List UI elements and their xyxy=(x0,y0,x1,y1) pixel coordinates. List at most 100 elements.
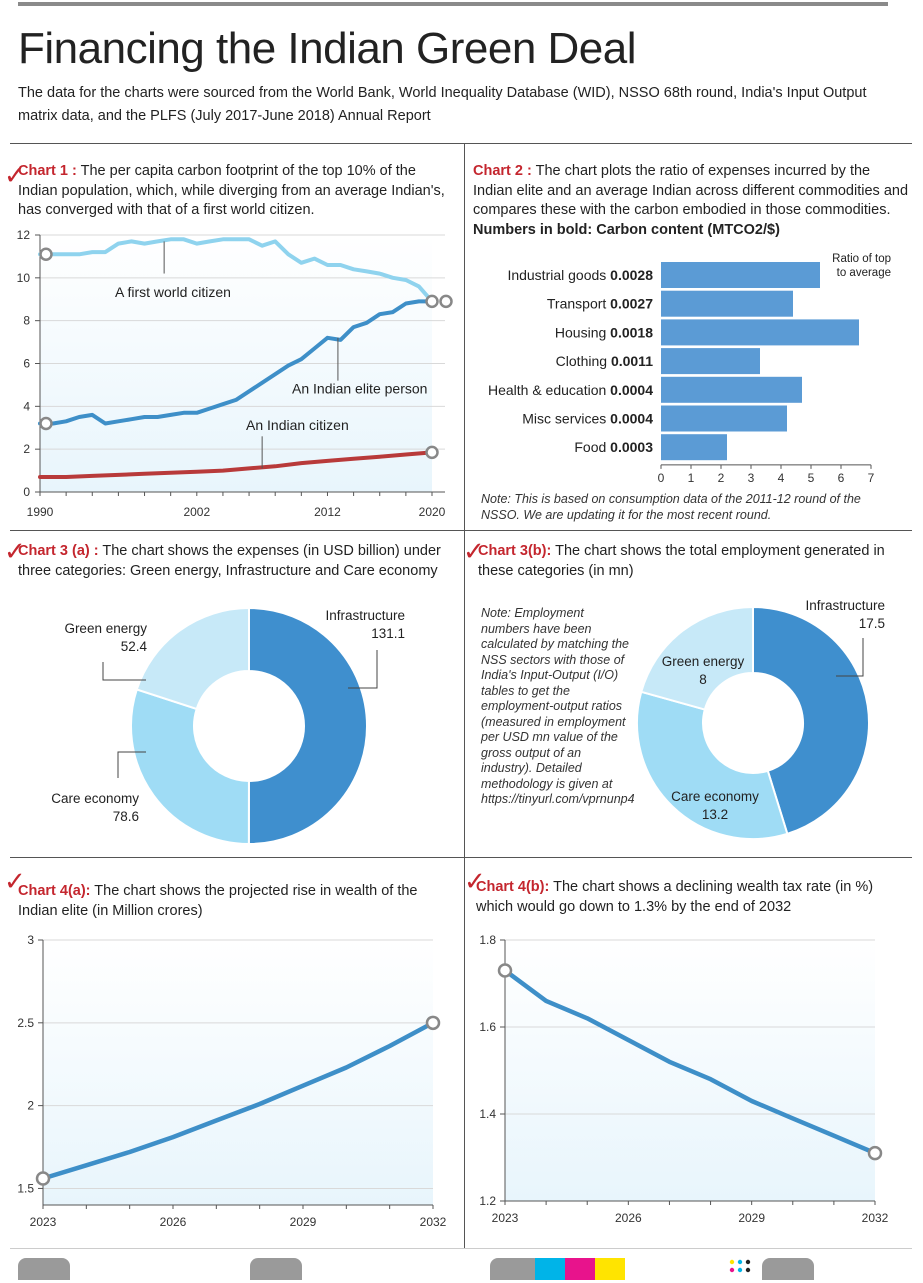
chart4b-x-tick-label: 2029 xyxy=(738,1211,765,1225)
chart3a-label-name: Care economy xyxy=(51,791,139,806)
check-mark-icon: ✓ xyxy=(4,866,26,896)
chart2-label: Chart 2 : xyxy=(473,163,532,179)
chart2-x-tick-label: 4 xyxy=(778,471,785,485)
chart2-x-tick-label: 1 xyxy=(688,471,695,485)
chart2-category-name: Health & education xyxy=(488,382,610,398)
chart4a-y-tick-label: 2.5 xyxy=(17,1016,34,1030)
chart4b-y-tick-label: 1.2 xyxy=(479,1194,496,1208)
chart4a-x-tick-label: 2032 xyxy=(420,1215,447,1229)
chart2-x-tick-label: 6 xyxy=(838,471,845,485)
chart2-category-label: Food 0.0003 xyxy=(574,439,653,455)
chart3b-label-name: Green energy xyxy=(662,654,745,669)
chart1-text: The per capita carbon footprint of the t… xyxy=(18,163,445,218)
chart3b-label-name: Care economy xyxy=(671,789,759,804)
chart4b-line-chart: 1.2 1.4 1.6 1.8 2023 2026 2029 2032 xyxy=(479,933,889,1225)
top-rule xyxy=(18,2,888,6)
chart2-carbon-value: 0.0028 xyxy=(610,267,653,283)
chart4b-x-tick-label: 2032 xyxy=(862,1211,889,1225)
chart1-y-tick-label: 2 xyxy=(23,442,30,456)
chart3a-slice-care-economy xyxy=(130,688,250,846)
chart3b-slice-infrastructure xyxy=(752,605,870,836)
chart3b-slice-care-economy xyxy=(636,690,789,840)
chart1-x-tick-label: 2020 xyxy=(419,505,446,519)
chart1-series-line-0 xyxy=(38,237,434,304)
chart4a-x-tick-label: 2026 xyxy=(160,1215,187,1229)
footer-tab-2 xyxy=(250,1258,302,1280)
chart2-carbon-value: 0.0004 xyxy=(610,411,653,427)
chart3b-text: The chart shows the total employment gen… xyxy=(478,543,885,579)
chart1-y-tick-label: 8 xyxy=(23,314,30,328)
chart2-category-name: Misc services xyxy=(522,411,610,427)
chart4a-line-chart: 1.5 2 2.5 3 2023 2026 2029 2032 xyxy=(17,933,447,1229)
chart2-carbon-value: 0.0003 xyxy=(610,439,653,455)
chart1-series-label: An Indian elite person xyxy=(292,380,427,396)
chart2-legend-label: Ratio of top to average xyxy=(832,253,891,279)
chart2-description: Chart 2 : The chart plots the ratio of e… xyxy=(473,162,913,240)
chart1-y-tick-label: 12 xyxy=(17,228,31,242)
chart3a-label-name: Green energy xyxy=(64,621,147,636)
chart1-line-chart: 0 2 4 6 8 10 12 1990 2002 2012 2020 A first world … xyxy=(17,228,453,519)
chart2-carbon-value: 0.0027 xyxy=(610,296,653,312)
check-mark-icon: ✓ xyxy=(464,866,486,896)
page-title: Financing the Indian Green Deal xyxy=(18,24,637,73)
chart2-category-name: Housing xyxy=(555,324,610,340)
chart3a-label: Chart 3 (a) : xyxy=(18,543,99,559)
registration-dots-icon xyxy=(728,1258,758,1278)
chart4b-text: The chart shows a declining wealth tax r… xyxy=(476,879,874,915)
chart2-x-tick-label: 7 xyxy=(868,471,875,485)
chart3b-label-value: 8 xyxy=(699,672,707,687)
divider-top xyxy=(10,143,912,144)
footer-tab-1 xyxy=(18,1258,70,1280)
chart4a-start-marker xyxy=(35,1171,51,1186)
chart3b-donut-chart: Infrastructure 17.5 Green energy 8 Care econ… xyxy=(636,598,885,840)
chart1-series-label: A first world citizen xyxy=(115,284,231,300)
color-registration-strip xyxy=(535,1258,625,1280)
check-mark-icon: ✓ xyxy=(4,536,26,566)
chart3a-description: Chart 3 (a) : The chart shows the expens… xyxy=(18,542,458,581)
chart3a-leader xyxy=(348,650,378,689)
chart2-bar xyxy=(661,376,802,403)
chart4a-y-tick-label: 3 xyxy=(27,933,34,947)
chart2-category-label: Industrial goods 0.0028 xyxy=(507,267,653,283)
chart1-x-tick-label: 1990 xyxy=(27,505,54,519)
chart2-legend-line: Ratio of top xyxy=(832,253,891,265)
chart2-category-name: Industrial goods xyxy=(507,267,610,283)
chart2-x-tick-label: 0 xyxy=(658,471,665,485)
chart4b-x-tick-label: 2026 xyxy=(615,1211,642,1225)
chart2-x-tick-label: 2 xyxy=(718,471,725,485)
chart2-bar xyxy=(661,319,859,346)
chart2-x-tick-label: 5 xyxy=(808,471,815,485)
chart1-end-marker xyxy=(425,445,439,460)
chart2-category-label: Transport 0.0027 xyxy=(547,296,653,312)
chart4a-y-tick-label: 1.5 xyxy=(17,1181,34,1195)
check-mark-icon: ✓ xyxy=(4,160,26,190)
chart2-bar xyxy=(661,262,820,288)
chart1-description: Chart 1 : The per capita carbon footprin… xyxy=(18,162,448,221)
footer-tab-4 xyxy=(762,1258,814,1280)
chart1-y-tick-label: 4 xyxy=(23,399,30,413)
chart2-category-label: Health & education 0.0004 xyxy=(488,382,653,398)
chart3b-label: Chart 3(b): xyxy=(478,543,552,559)
chart2-bar-chart: Ratio of top to average Industrial goods 0… xyxy=(488,253,891,485)
chart3b-label-value: 17.5 xyxy=(859,616,885,631)
chart3b-description: Chart 3(b): The chart shows the total em… xyxy=(478,542,898,581)
chart4a-y-tick-label: 2 xyxy=(27,1099,34,1113)
chart3a-label-value: 78.6 xyxy=(113,809,139,824)
chart4b-description: Chart 4(b): The chart shows a declining … xyxy=(476,878,901,917)
chart4a-x-tick-label: 2023 xyxy=(30,1215,57,1229)
chart1-end-marker xyxy=(425,294,439,309)
footer-tab-3 xyxy=(490,1258,542,1280)
chart2-legend-line: to average xyxy=(837,267,891,279)
chart2-category-label: Misc services 0.0004 xyxy=(522,411,653,427)
chart4a-label: Chart 4(a): xyxy=(18,883,91,899)
chart2-bar xyxy=(661,405,787,432)
chart4b-end-marker xyxy=(867,1145,883,1161)
chart3b-note: Note: Employment numbers have been calcu… xyxy=(481,606,635,806)
chart2-bar xyxy=(661,290,793,317)
chart4b-x-tick-label: 2023 xyxy=(492,1211,519,1225)
chart3a-donut-chart: Infrastructure 131.1 Green energy 52.4 Care … xyxy=(51,606,405,846)
divider-row1 xyxy=(10,530,912,531)
check-mark-icon: ✓ xyxy=(463,536,485,566)
chart3a-leader xyxy=(102,662,146,681)
chart4b-label: Chart 4(b): xyxy=(476,879,550,895)
